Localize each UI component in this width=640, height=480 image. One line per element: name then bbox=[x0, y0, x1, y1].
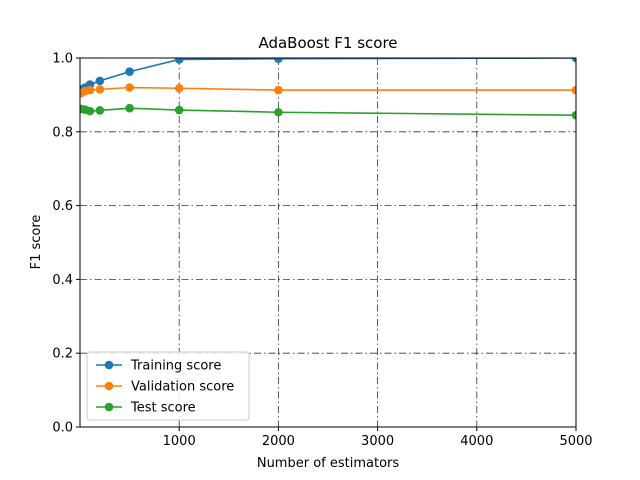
series-0-point-3 bbox=[95, 76, 105, 86]
series-1-point-5 bbox=[174, 83, 184, 93]
y-axis-ticks: 0.0 0.2 0.4 0.6 0.8 1.0 bbox=[52, 52, 80, 436]
y-tick-label-0: 0.0 bbox=[52, 421, 73, 436]
legend: Training score Validation score Test score bbox=[86, 351, 250, 421]
y-tick-label-2: 0.4 bbox=[52, 273, 73, 288]
x-tick-label-2: 3000 bbox=[361, 434, 394, 449]
series-line-0 bbox=[80, 57, 576, 91]
series-line-1 bbox=[80, 86, 576, 94]
series-2-point-4 bbox=[125, 103, 134, 113]
legend-marker-1 bbox=[104, 381, 114, 391]
y-tick-label-5: 1.0 bbox=[52, 52, 73, 67]
x-tick-label-3: 4000 bbox=[460, 434, 493, 449]
y-tick-label-4: 0.8 bbox=[52, 125, 73, 140]
series-2-point-6 bbox=[274, 107, 283, 117]
legend-marker-2 bbox=[104, 402, 114, 412]
x-tick-label-1: 2000 bbox=[262, 434, 295, 449]
series-0-point-7 bbox=[571, 57, 576, 63]
legend-label-1: Validation score bbox=[131, 380, 234, 395]
y-tick-label-3: 0.6 bbox=[52, 199, 73, 214]
series-1-point-2 bbox=[85, 85, 95, 95]
x-axis-label: Number of estimators bbox=[257, 456, 400, 471]
legend-box bbox=[86, 351, 250, 421]
series-0-point-6 bbox=[274, 57, 283, 64]
x-tick-label-4: 5000 bbox=[559, 434, 592, 449]
series-0-point-5 bbox=[174, 57, 184, 64]
series-0-point-4 bbox=[125, 67, 134, 76]
series-1 bbox=[80, 83, 576, 98]
plot-series bbox=[80, 57, 576, 120]
legend-label-0: Training score bbox=[130, 359, 221, 374]
series-1-point-3 bbox=[95, 85, 105, 94]
x-tick-label-0: 1000 bbox=[163, 434, 196, 449]
y-tick-label-1: 0.2 bbox=[52, 347, 73, 362]
chart-title: AdaBoost F1 score bbox=[258, 34, 397, 52]
y-axis-label: F1 score bbox=[29, 215, 44, 270]
plot-frame bbox=[79, 57, 577, 428]
series-2-point-5 bbox=[174, 105, 184, 115]
series-2-point-7 bbox=[571, 110, 576, 120]
legend-label-2: Test score bbox=[130, 401, 196, 416]
series-1-point-6 bbox=[274, 85, 283, 95]
series-2-point-2 bbox=[85, 106, 95, 116]
legend-marker-0 bbox=[104, 360, 114, 370]
series-1-point-7 bbox=[571, 85, 576, 95]
series-1-point-4 bbox=[125, 83, 134, 92]
series-2 bbox=[80, 103, 576, 120]
x-axis-ticks: 1000 2000 3000 4000 5000 bbox=[163, 427, 593, 449]
series-line-2 bbox=[80, 107, 576, 116]
series-2-point-3 bbox=[95, 106, 105, 115]
